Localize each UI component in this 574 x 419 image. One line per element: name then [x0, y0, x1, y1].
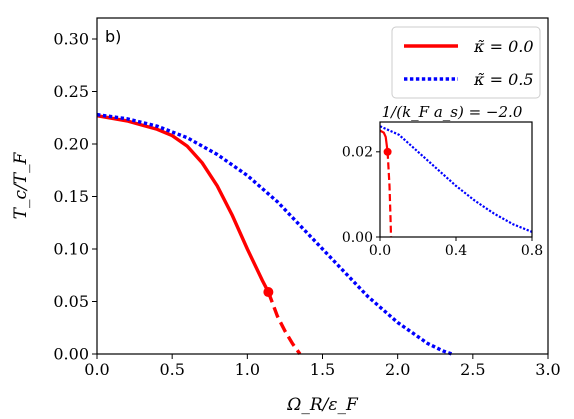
main-xtick-label-5: 2.5: [460, 360, 485, 379]
inset-series-0-line: [379, 129, 389, 152]
inset-xtick-label-1: 0.4: [445, 243, 467, 259]
inset-axes: 0.0 0.4 0.8 0.00 0.02: [342, 121, 543, 259]
main-ytick-label-4: 0.20: [53, 135, 89, 154]
inset-background: [380, 122, 532, 237]
legend: κ̃ = 0.0 κ̃ = 0.5: [391, 26, 541, 99]
panel-label: b): [105, 27, 121, 46]
x-axis-label: Ω_R/ε_F: [286, 395, 359, 415]
inset-marker-0: [383, 147, 392, 156]
legend-label-1: κ̃ = 0.5: [473, 70, 534, 89]
inset-xtick-label-0: 0.0: [369, 243, 391, 259]
main-xtick-label-6: 3.0: [535, 360, 560, 379]
main-xtick-label-1: 0.5: [159, 360, 184, 379]
inset-series-1-line: [386, 151, 393, 238]
legend-label-0: κ̃ = 0.0: [473, 37, 534, 56]
inset-ytick-label-0: 0.00: [342, 230, 373, 246]
y-axis-label: T_c/T_F: [11, 151, 31, 219]
main-ytick-label-0: 0.00: [53, 345, 89, 364]
main-ytick-label-1: 0.05: [53, 292, 89, 311]
main-ytick-label-3: 0.15: [53, 187, 89, 206]
inset-ytick-label-1: 0.02: [342, 145, 373, 161]
main-xtick-label-2: 1.0: [235, 360, 260, 379]
main-axes: 0.0 0.5 1.0 1.5 2.0 2.5 3.0 0.00 0.05 0.10 0.15 0.2…: [53, 17, 561, 379]
inset-title: 1/(k_F a_s) = −2.0: [382, 103, 523, 121]
main-xtick-label-4: 2.0: [385, 360, 410, 379]
main-ytick-label-5: 0.25: [53, 82, 89, 101]
main-ytick-label-6: 0.30: [53, 30, 89, 49]
main-marker-0: [263, 287, 274, 298]
main-xtick-label-0: 0.0: [84, 360, 109, 379]
main-series-2-line: [96, 112, 453, 356]
main-xtick-label-3: 1.5: [310, 360, 335, 379]
inset-series-2-line: [379, 125, 533, 233]
inset-xtick-label-2: 0.8: [521, 243, 543, 259]
main-series-1-line: [266, 291, 302, 355]
main-ytick-label-2: 0.10: [53, 240, 89, 259]
main-series-0-line: [96, 113, 270, 293]
